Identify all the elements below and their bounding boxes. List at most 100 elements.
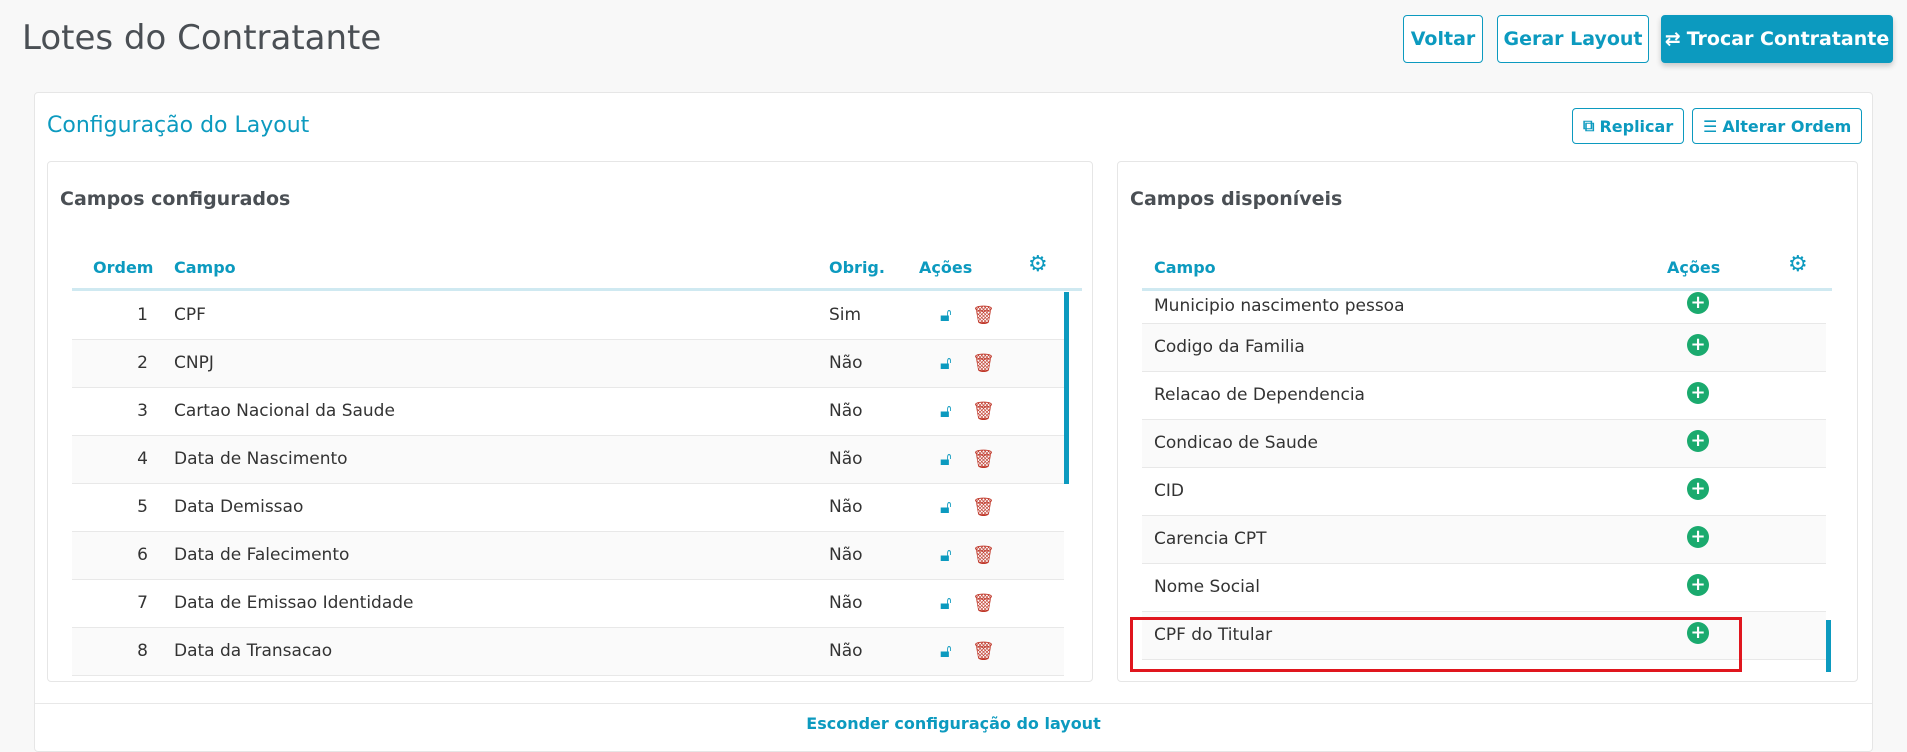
available-title: Campos disponíveis	[1130, 188, 1343, 210]
order-cell: 1	[137, 305, 148, 325]
lock-icon[interactable]: 🔓︎	[940, 545, 952, 566]
switch-label: Trocar Contratante	[1686, 28, 1890, 50]
field-cell: Codigo da Familia	[1154, 337, 1305, 357]
list-item: Carencia CPT +	[1142, 516, 1826, 564]
scrollbar[interactable]	[1064, 292, 1069, 484]
reorder-label: Alterar Ordem	[1722, 116, 1852, 136]
add-icon[interactable]: +	[1687, 478, 1709, 500]
list-item: Codigo da Familia +	[1142, 324, 1826, 372]
table-row: 6 Data de Falecimento Não 🔓︎ 🗑︎	[72, 532, 1064, 580]
field-cell: Relacao de Dependencia	[1154, 385, 1365, 405]
add-icon[interactable]: +	[1687, 574, 1709, 596]
layout-config-card: Configuração do Layout ⧉ Replicar ☰ Altera…	[34, 92, 1873, 752]
available-fields-panel: Campos disponíveis Campo Ações ⚙ Municip…	[1117, 161, 1858, 682]
lock-icon[interactable]: 🔓︎	[940, 449, 952, 470]
col-actions: Ações	[1667, 258, 1721, 277]
trash-icon[interactable]: 🗑︎	[972, 449, 995, 470]
list-item: Relacao de Dependencia +	[1142, 372, 1826, 420]
table-row: 7 Data de Emissao Identidade Não 🔓︎ 🗑︎	[72, 580, 1064, 628]
swap-icon: ⇄	[1664, 28, 1681, 50]
table-row: 4 Data de Nascimento Não 🔓︎ 🗑︎	[72, 436, 1064, 484]
order-cell: 5	[137, 497, 148, 517]
required-cell: Não	[829, 401, 863, 421]
hide-config-link[interactable]: Esconder configuração do layout	[35, 703, 1872, 733]
trash-icon[interactable]: 🗑︎	[972, 497, 995, 518]
col-order: Ordem	[93, 258, 154, 277]
order-cell: 2	[137, 353, 148, 373]
generate-layout-button[interactable]: Gerar Layout	[1497, 15, 1649, 63]
field-cell: Municipio nascimento pessoa	[1154, 296, 1405, 316]
configured-title: Campos configurados	[60, 188, 291, 210]
required-cell: Sim	[829, 305, 862, 325]
scrollbar[interactable]	[1826, 620, 1831, 672]
field-cell: Data de Nascimento	[174, 449, 348, 469]
order-cell: 6	[137, 545, 148, 565]
lock-icon[interactable]: 🔓︎	[940, 593, 952, 614]
field-cell: Data de Emissao Identidade	[174, 593, 414, 613]
trash-icon[interactable]: 🗑︎	[972, 353, 995, 374]
order-cell: 8	[137, 641, 148, 661]
required-cell: Não	[829, 449, 863, 469]
list-item: Condicao de Saude +	[1142, 420, 1826, 468]
col-required: Obrig.	[829, 258, 885, 277]
required-cell: Não	[829, 641, 863, 661]
field-cell: Cartao Nacional da Saude	[174, 401, 395, 421]
trash-icon[interactable]: 🗑︎	[972, 593, 995, 614]
field-cell: CNPJ	[174, 353, 214, 373]
field-cell: CID	[1154, 481, 1184, 501]
required-cell: Não	[829, 497, 863, 517]
order-cell: 4	[137, 449, 148, 469]
gear-icon[interactable]: ⚙	[1788, 252, 1808, 277]
page-title: Lotes do Contratante	[22, 18, 382, 58]
list-item: CPF do Titular +	[1142, 612, 1826, 660]
copy-icon: ⧉	[1583, 116, 1595, 135]
table-row: 2 CNPJ Não 🔓︎ 🗑︎	[72, 340, 1064, 388]
config-title: Configuração do Layout	[47, 113, 310, 138]
reorder-button[interactable]: ☰ Alterar Ordem	[1692, 108, 1863, 144]
col-field: Campo	[1154, 258, 1216, 277]
switch-contractor-button[interactable]: ⇄ Trocar Contratante	[1661, 15, 1893, 63]
add-icon[interactable]: +	[1687, 382, 1709, 404]
lock-icon[interactable]: 🔓︎	[940, 305, 952, 326]
back-button[interactable]: Voltar	[1403, 15, 1483, 63]
header-divider	[1142, 288, 1832, 291]
gear-icon[interactable]: ⚙	[1028, 252, 1048, 277]
trash-icon[interactable]: 🗑︎	[972, 305, 995, 326]
add-icon[interactable]: +	[1687, 334, 1709, 356]
add-icon[interactable]: +	[1687, 526, 1709, 548]
highlight-box	[1130, 617, 1742, 672]
field-cell: CPF	[174, 305, 206, 325]
required-cell: Não	[829, 545, 863, 565]
lock-icon[interactable]: 🔓︎	[940, 497, 952, 518]
required-cell: Não	[829, 593, 863, 613]
table-row: 5 Data Demissao Não 🔓︎ 🗑︎	[72, 484, 1064, 532]
field-cell: Data de Falecimento	[174, 545, 350, 565]
col-field: Campo	[174, 258, 236, 277]
trash-icon[interactable]: 🗑︎	[972, 545, 995, 566]
add-icon[interactable]: +	[1687, 622, 1709, 644]
field-cell: Data Demissao	[174, 497, 304, 517]
configured-fields-panel: Campos configurados Ordem Campo Obrig. A…	[47, 161, 1093, 682]
list-item: CID +	[1142, 468, 1826, 516]
replicate-label: Replicar	[1599, 116, 1674, 136]
field-cell: Data da Transacao	[174, 641, 333, 661]
required-cell: Não	[829, 353, 863, 373]
add-icon[interactable]: +	[1687, 430, 1709, 452]
list-item: Municipio nascimento pessoa +	[1142, 292, 1826, 324]
list-item: Nome Social +	[1142, 564, 1826, 612]
table-row: 3 Cartao Nacional da Saude Não 🔓︎ 🗑︎	[72, 388, 1064, 436]
trash-icon[interactable]: 🗑︎	[972, 641, 995, 662]
replicate-button[interactable]: ⧉ Replicar	[1572, 108, 1685, 144]
lock-icon[interactable]: 🔓︎	[940, 641, 952, 662]
add-icon[interactable]: +	[1687, 292, 1709, 314]
table-row: 8 Data da Transacao Não 🔓︎ 🗑︎	[72, 628, 1064, 676]
lock-icon[interactable]: 🔓︎	[940, 353, 952, 374]
field-cell: Nome Social	[1154, 577, 1260, 597]
order-cell: 7	[137, 593, 148, 613]
field-cell: Carencia CPT	[1154, 529, 1267, 549]
table-row: 1 CPF Sim 🔓︎ 🗑︎	[72, 292, 1064, 340]
trash-icon[interactable]: 🗑︎	[972, 401, 995, 422]
lock-icon[interactable]: 🔓︎	[940, 401, 952, 422]
col-actions: Ações	[919, 258, 973, 277]
header-divider	[72, 288, 1082, 291]
